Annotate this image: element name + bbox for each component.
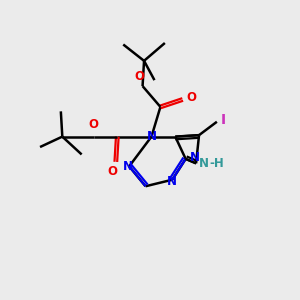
Text: O: O [135, 70, 145, 83]
Text: I: I [220, 113, 226, 127]
Text: O: O [108, 166, 118, 178]
Text: O: O [186, 92, 196, 104]
Text: N: N [146, 130, 157, 143]
Text: N: N [199, 157, 209, 170]
Text: N: N [190, 151, 200, 164]
Text: N: N [123, 160, 133, 173]
Text: O: O [88, 118, 98, 131]
Text: -H: -H [209, 157, 224, 170]
Text: N: N [167, 175, 177, 188]
